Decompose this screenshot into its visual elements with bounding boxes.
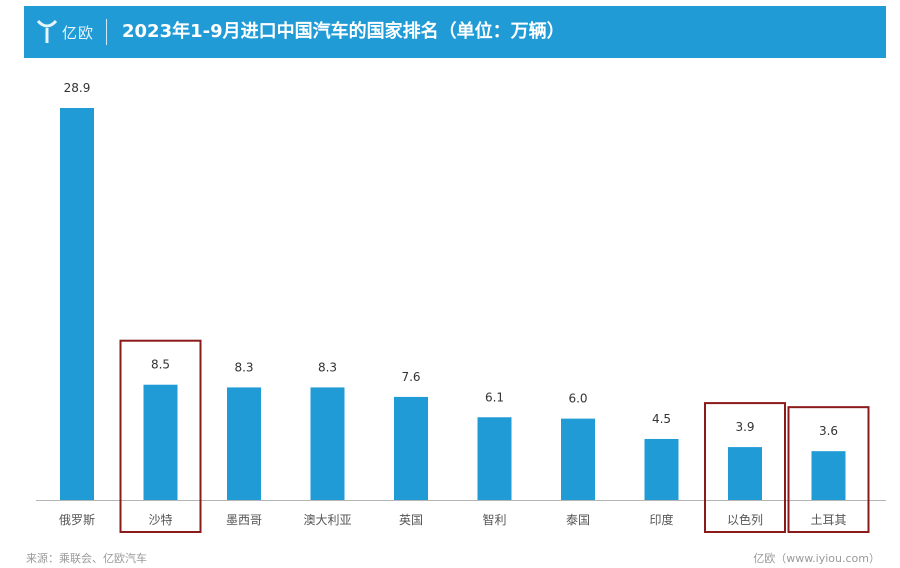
bar-3 <box>227 387 261 500</box>
highlight-box-2 <box>119 339 202 533</box>
category-label-3: 墨西哥 <box>226 513 262 527</box>
category-label-6: 智利 <box>482 512 506 527</box>
category-label-9: 以色列 <box>727 513 763 527</box>
bar-5 <box>394 396 428 500</box>
brand-logo: 亿欧 <box>36 18 94 46</box>
value-label-9: 3.9 <box>735 420 754 434</box>
bar-1 <box>60 108 94 500</box>
credit-note: 亿欧（www.iyiou.com） <box>753 552 880 565</box>
category-label-1: 俄罗斯 <box>59 513 95 527</box>
logo-icon <box>36 19 58 43</box>
category-label-5: 英国 <box>399 513 423 527</box>
value-label-4: 8.3 <box>318 360 337 374</box>
bar-9 <box>728 447 762 500</box>
value-label-7: 6.0 <box>568 392 587 406</box>
logo-text: 亿欧 <box>62 23 95 42</box>
category-label-2: 沙特 <box>148 512 172 527</box>
bar-6 <box>477 417 512 500</box>
value-label-3: 8.3 <box>234 360 253 374</box>
value-label-10: 3.6 <box>819 424 838 438</box>
bar-2 <box>143 384 178 500</box>
value-label-6: 6.1 <box>485 390 504 404</box>
value-label-8: 4.5 <box>652 412 671 426</box>
source-note: 来源：乘联会、亿欧汽车 <box>26 552 147 565</box>
highlight-box-10 <box>787 406 870 534</box>
category-label-8: 印度 <box>649 512 673 527</box>
bar-7 <box>561 418 595 500</box>
value-label-1: 28.9 <box>64 81 91 95</box>
category-label-10: 土耳其 <box>810 513 846 527</box>
chart-header: 亿欧 2023年1-9月进口中国汽车的国家排名（单位：万辆） <box>24 6 886 58</box>
bar-8 <box>644 438 679 500</box>
header-divider <box>106 19 107 45</box>
value-label-5: 7.6 <box>401 370 420 384</box>
bar-4 <box>310 387 345 500</box>
highlight-box-9 <box>704 402 786 533</box>
category-label-7: 泰国 <box>566 513 590 527</box>
bar-10 <box>811 451 846 500</box>
category-label-4: 澳大利亚 <box>303 513 351 527</box>
value-label-2: 8.5 <box>151 358 170 372</box>
chart-title: 2023年1-9月进口中国汽车的国家排名（单位：万辆） <box>122 21 565 42</box>
